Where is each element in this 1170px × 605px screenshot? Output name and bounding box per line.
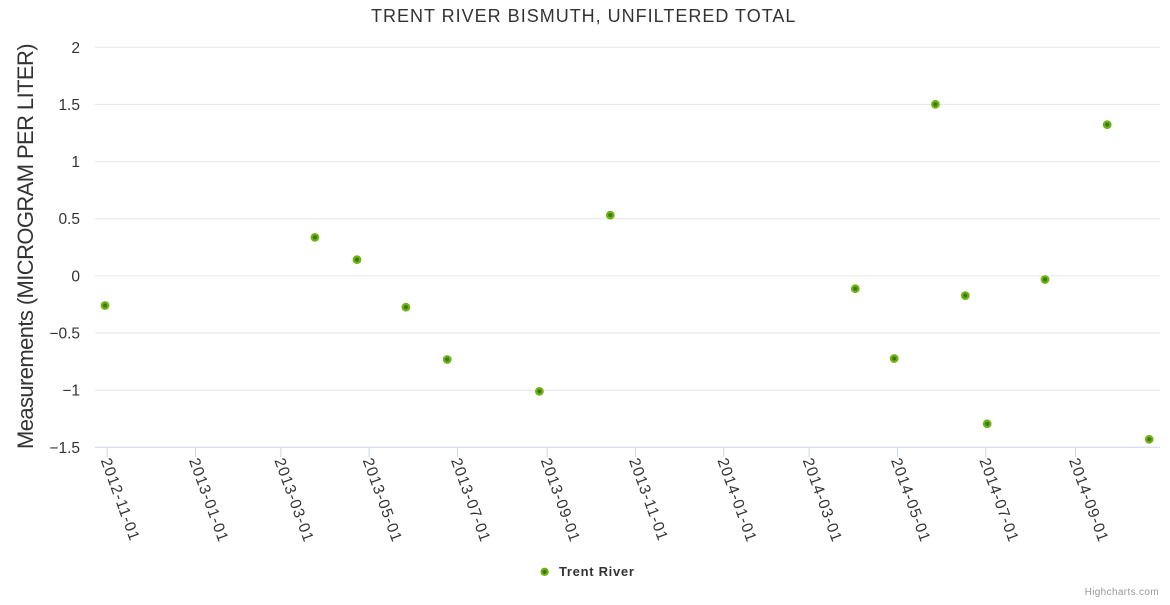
svg-text:−0.5: −0.5 [49,326,80,343]
svg-text:2: 2 [71,40,80,57]
svg-text:0: 0 [71,268,80,285]
svg-text:−1: −1 [62,383,80,400]
svg-text:Highcharts.com: Highcharts.com [1085,587,1159,598]
svg-text:1.5: 1.5 [58,97,80,114]
svg-text:1: 1 [71,154,80,171]
svg-text:0.5: 0.5 [58,211,80,228]
svg-text:Measurements (MICROGRAM PER LI: Measurements (MICROGRAM PER LITER) [13,44,38,449]
svg-text:Trent River: Trent River [559,564,635,579]
svg-text:−1.5: −1.5 [49,440,80,457]
svg-text:TRENT RIVER BISMUTH, UNFILTERE: TRENT RIVER BISMUTH, UNFILTERED TOTAL [371,6,796,26]
